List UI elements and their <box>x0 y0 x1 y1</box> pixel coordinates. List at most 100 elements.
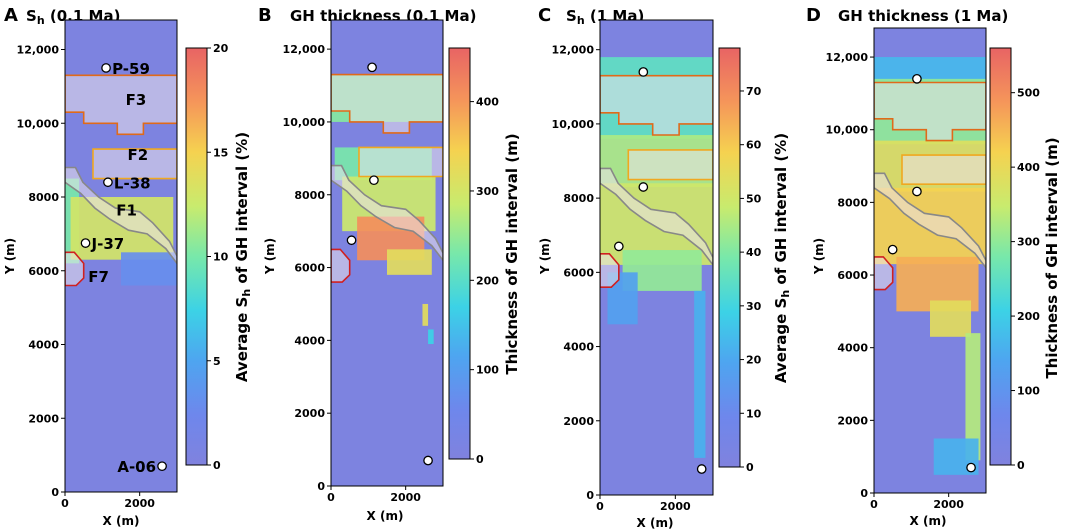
colorbar-tick-label: 100 <box>1017 385 1040 398</box>
colorbar-label-text: Average S <box>772 298 790 383</box>
well-marker-a-06 <box>423 455 433 466</box>
y-tick-label: 4000 <box>294 334 325 347</box>
y-tick-label: 4000 <box>28 339 59 352</box>
colorbar-label-text: Average S <box>233 297 251 382</box>
title-text: GH thickness (1 Ma) <box>838 7 1008 25</box>
y-axis-label: Y (m) <box>263 238 277 275</box>
well-marker-j-37 <box>80 238 91 248</box>
x-tick-label: 0 <box>596 500 604 513</box>
zone-label-f7: F7 <box>88 268 109 286</box>
zone-f7 <box>331 248 351 283</box>
y-tick-label: 8000 <box>294 189 325 202</box>
y-tick-label: 12,000 <box>283 43 326 56</box>
y-tick-label: 12,000 <box>826 51 869 64</box>
colorbar <box>185 47 208 466</box>
y-tick-label: 4000 <box>837 342 868 355</box>
colorbar <box>989 47 1012 466</box>
colorbar-label: Average Sh of GH interval (%) <box>772 133 792 383</box>
title-text: S <box>566 7 577 25</box>
y-tick-label: 10,000 <box>552 118 595 131</box>
colorbar-tick-label: 300 <box>1017 236 1040 249</box>
y-tick-label: 0 <box>586 489 594 502</box>
colorbar-tick-label: 70 <box>746 85 762 98</box>
x-tick-label: 0 <box>870 498 878 511</box>
y-tick-label: 8000 <box>28 191 59 204</box>
y-tick-label: 8000 <box>837 196 868 209</box>
zone-f1 <box>874 172 986 270</box>
panel-b: B GH thickness (0.1 Ma)020004000600080001… <box>258 5 521 523</box>
colorbar-tick-label: 0 <box>746 461 754 474</box>
panel-letter: D <box>806 5 821 26</box>
colorbar-tick-label: 0 <box>1017 459 1025 472</box>
colorbar-tick-label: 10 <box>746 407 762 420</box>
well-marker-a-06 <box>157 461 167 472</box>
colorbar-label: Average Sh of GH interval (%) <box>233 132 253 382</box>
zone-f3 <box>874 81 986 142</box>
zone-f2 <box>901 154 986 185</box>
colorbar-tick-label: 200 <box>1017 310 1040 323</box>
colorbar-tick-label: 400 <box>476 96 499 109</box>
x-axis-label: X (m) <box>103 514 140 528</box>
zone-f2 <box>627 149 713 181</box>
zone-f7 <box>874 256 894 291</box>
plot-frame <box>599 19 714 496</box>
y-tick-label: 6000 <box>837 269 868 282</box>
y-axis-label: Y (m) <box>3 238 17 275</box>
colorbar-tick-label: 30 <box>746 300 762 313</box>
panel-title: GH thickness (1 Ma) <box>838 7 1008 25</box>
panel-d: D GH thickness (1 Ma)0200040006000800010,… <box>806 5 1061 528</box>
y-axis-label: Y (m) <box>538 238 552 275</box>
well-label-j-37: J-37 <box>91 235 125 253</box>
x-tick-label: 2000 <box>124 497 155 510</box>
well-marker-p-59 <box>101 63 111 73</box>
well-marker-a-06 <box>696 464 707 474</box>
zone-f2 <box>92 148 177 180</box>
zone-f1 <box>600 167 713 267</box>
well-label-p-59: P-59 <box>112 60 150 78</box>
y-tick-label: 10,000 <box>826 124 869 137</box>
colorbar-label-rest: of GH interval (%) <box>233 132 251 289</box>
zone-label-f1: F1 <box>116 201 137 219</box>
y-tick-label: 0 <box>51 486 59 499</box>
well-marker-a-06 <box>966 462 976 473</box>
well-marker-j-37 <box>887 244 898 255</box>
value-field-6 <box>930 300 972 337</box>
colorbar-tick-label: 10 <box>213 251 229 264</box>
zone-f1 <box>331 164 443 262</box>
value-field-7 <box>428 329 434 345</box>
value-field-6 <box>422 303 429 326</box>
y-tick-label: 0 <box>317 480 325 493</box>
x-tick-label: 2000 <box>660 500 691 513</box>
colorbar-tick-label: 40 <box>746 246 762 259</box>
plot-frame <box>873 27 987 494</box>
y-tick-label: 6000 <box>28 265 59 278</box>
colorbar-tick-label: 0 <box>213 459 221 472</box>
y-tick-label: 8000 <box>563 192 594 205</box>
colorbar-tick-label: 500 <box>1017 87 1040 100</box>
colorbar <box>448 47 471 460</box>
y-tick-label: 6000 <box>294 262 325 275</box>
zone-label-f3: F3 <box>126 91 147 109</box>
zone-f3 <box>331 73 443 134</box>
well-marker-l-38 <box>103 177 113 188</box>
y-tick-label: 2000 <box>563 415 594 428</box>
value-field-1 <box>874 57 986 83</box>
well-marker-l-38 <box>638 182 649 192</box>
colorbar-tick-label: 400 <box>1017 161 1040 174</box>
title-subscript: h <box>37 14 45 27</box>
zone-f7 <box>600 253 620 289</box>
panel-a: A Sh (0.1 Ma)F3F2F1F7P-59L-38J-37A-060200… <box>3 5 253 528</box>
x-tick-label: 0 <box>327 491 335 504</box>
colorbar <box>718 47 741 468</box>
panel-c: C Sh (1 Ma)0200040006000800010,00012,0000… <box>538 5 792 530</box>
well-marker-p-59 <box>638 67 649 77</box>
x-axis-label: X (m) <box>637 516 674 530</box>
y-tick-label: 12,000 <box>552 44 595 57</box>
panel-letter: C <box>538 5 551 26</box>
colorbar-tick-label: 0 <box>476 453 484 466</box>
y-tick-label: 2000 <box>294 407 325 420</box>
value-field-6 <box>694 290 706 458</box>
title-subscript: h <box>577 14 585 27</box>
y-tick-label: 2000 <box>837 414 868 427</box>
well-marker-p-59 <box>912 74 922 84</box>
